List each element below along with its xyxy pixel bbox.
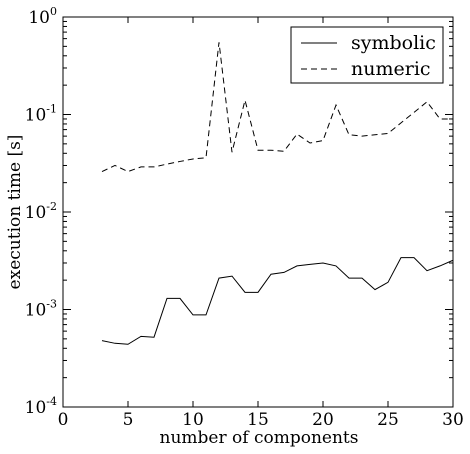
x-tick-label: 0 — [58, 410, 69, 430]
x-tick-label: 20 — [312, 410, 334, 430]
series-layer — [101, 42, 454, 345]
series-line-numeric — [101, 42, 453, 173]
legend-label-symbolic: symbolic — [351, 32, 436, 54]
x-axis-label: number of components — [160, 428, 359, 448]
y-tick-label: 100 — [28, 5, 57, 28]
y-tick-label: 10-4 — [25, 395, 57, 418]
ticks-layer: 0 5 10 15 20 25 30 10-4 10-3 10-2 10-1 100 — [25, 5, 464, 430]
x-tick-label: 10 — [182, 410, 204, 430]
legend-label-numeric: numeric — [351, 58, 431, 80]
legend-box — [290, 26, 444, 84]
y-tick-label: 10-1 — [25, 103, 57, 126]
series-line-symbolic — [101, 257, 454, 345]
y-tick-label: 10-2 — [25, 200, 57, 223]
x-tick-label: 25 — [377, 410, 399, 430]
y-tick-label: 10-3 — [25, 298, 57, 321]
x-tick-label: 15 — [247, 410, 269, 430]
legend: symbolic numeric — [290, 26, 444, 84]
y-axis-label: execution time [s] — [5, 135, 25, 290]
x-tick-label: 5 — [123, 410, 134, 430]
x-tick-label: 30 — [442, 410, 464, 430]
